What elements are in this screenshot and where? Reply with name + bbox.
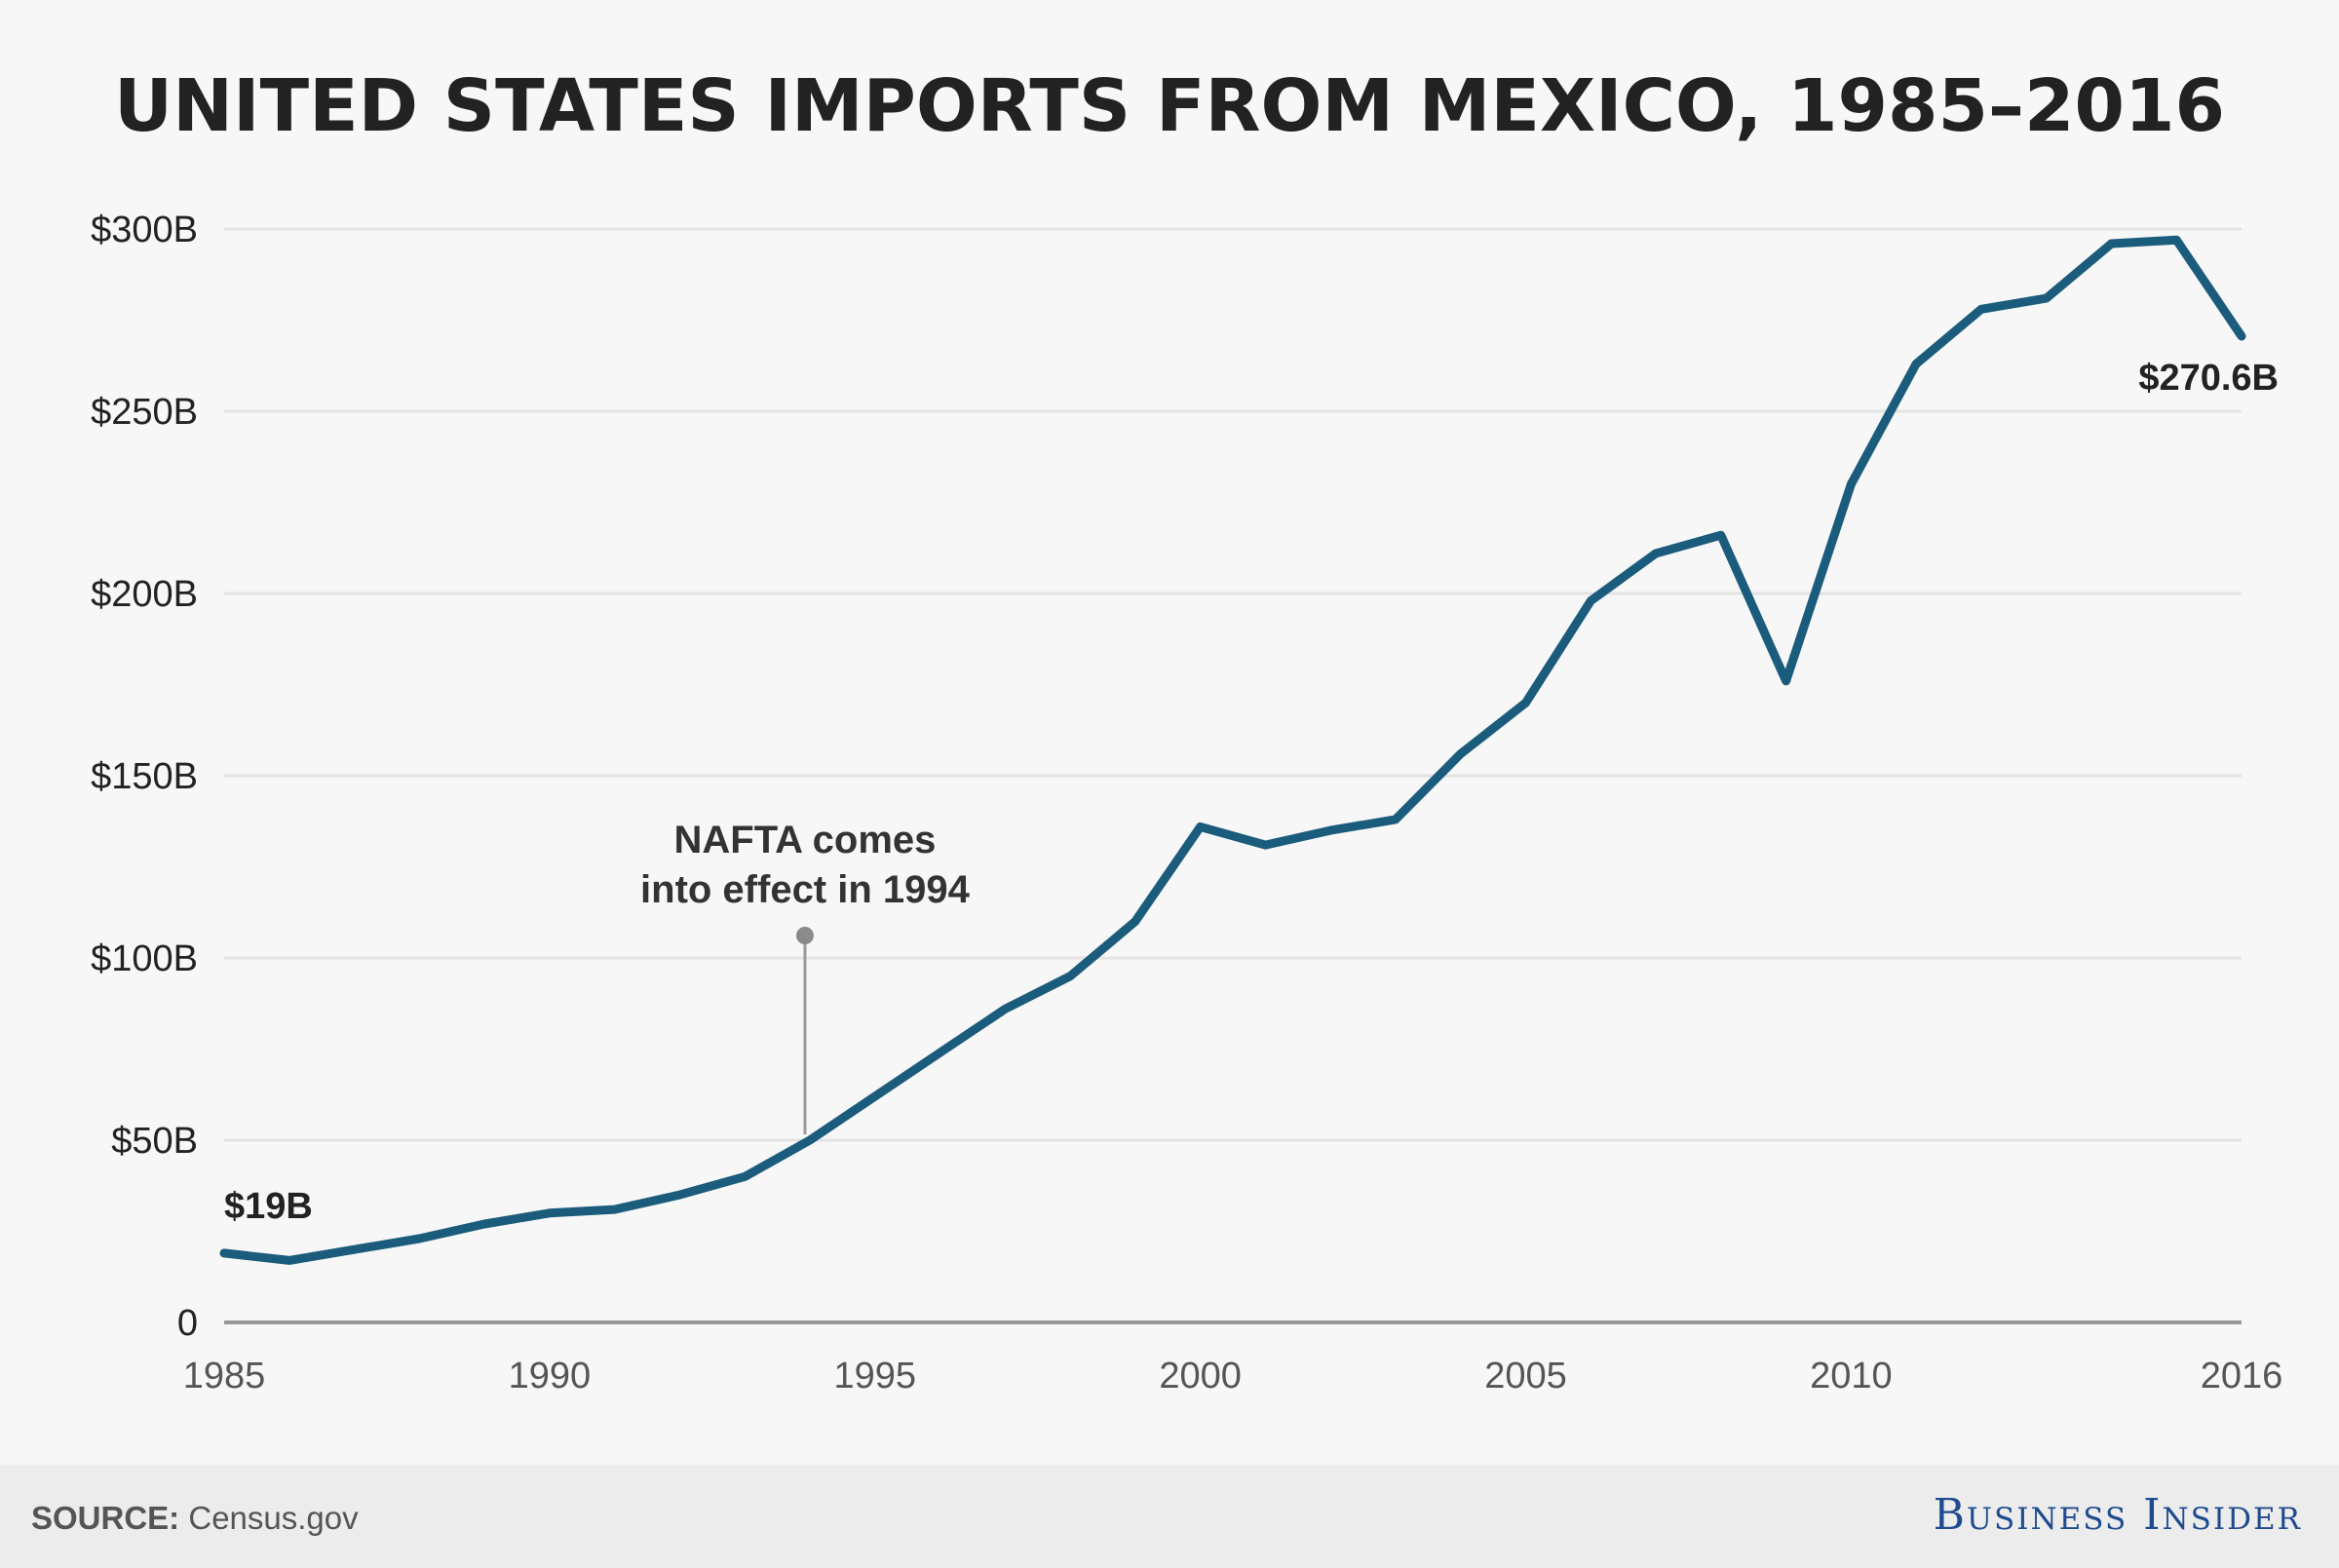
gridlines: [224, 227, 2242, 1142]
annotation-text-line-1: NAFTA comes: [673, 819, 936, 861]
x-tick-label: 1985: [183, 1356, 266, 1396]
end-value-label: $270.6B: [2138, 358, 2279, 399]
y-tick-label: $50B: [111, 1121, 198, 1162]
x-tick-label: 1990: [509, 1356, 592, 1396]
source-text: Census.gov: [188, 1500, 359, 1536]
footer: SOURCE: Census.gov Business Insider: [0, 1465, 2339, 1568]
x-axis-tick-labels: 1985 1990 1995 2000 2005 2010 2016: [183, 1356, 2283, 1396]
start-value-label: $19B: [224, 1186, 313, 1227]
y-tick-label: 0: [177, 1303, 198, 1344]
y-tick-label: $100B: [91, 938, 198, 979]
source-note: SOURCE: Census.gov: [31, 1500, 359, 1537]
data-labels: $19B $270.6B: [224, 358, 2279, 1227]
brand-logo: Business Insider: [1933, 1490, 2302, 1540]
annotation-dot: [795, 927, 814, 944]
x-tick-label: 1995: [833, 1356, 916, 1396]
y-tick-label: $300B: [91, 210, 198, 250]
x-tick-label: 2016: [2201, 1356, 2283, 1396]
annotation-text-line-2: into effect in 1994: [640, 868, 971, 911]
y-tick-label: $250B: [91, 392, 198, 433]
y-tick-label: $200B: [91, 574, 198, 615]
x-tick-label: 2000: [1159, 1356, 1242, 1396]
source-label: SOURCE:: [31, 1500, 180, 1536]
y-axis-tick-labels: 0 $50B $100B $150B $200B $250B $300B: [91, 210, 198, 1344]
x-tick-label: 2005: [1484, 1356, 1567, 1396]
x-tick-label: 2010: [1810, 1356, 1893, 1396]
imports-series-line: [219, 235, 2246, 1265]
nafta-annotation: NAFTA comes into effect in 1994: [640, 819, 971, 1134]
chart-title: UNITED STATES IMPORTS FROM MEXICO, 1985–…: [114, 64, 2225, 148]
y-tick-label: $150B: [91, 756, 198, 797]
